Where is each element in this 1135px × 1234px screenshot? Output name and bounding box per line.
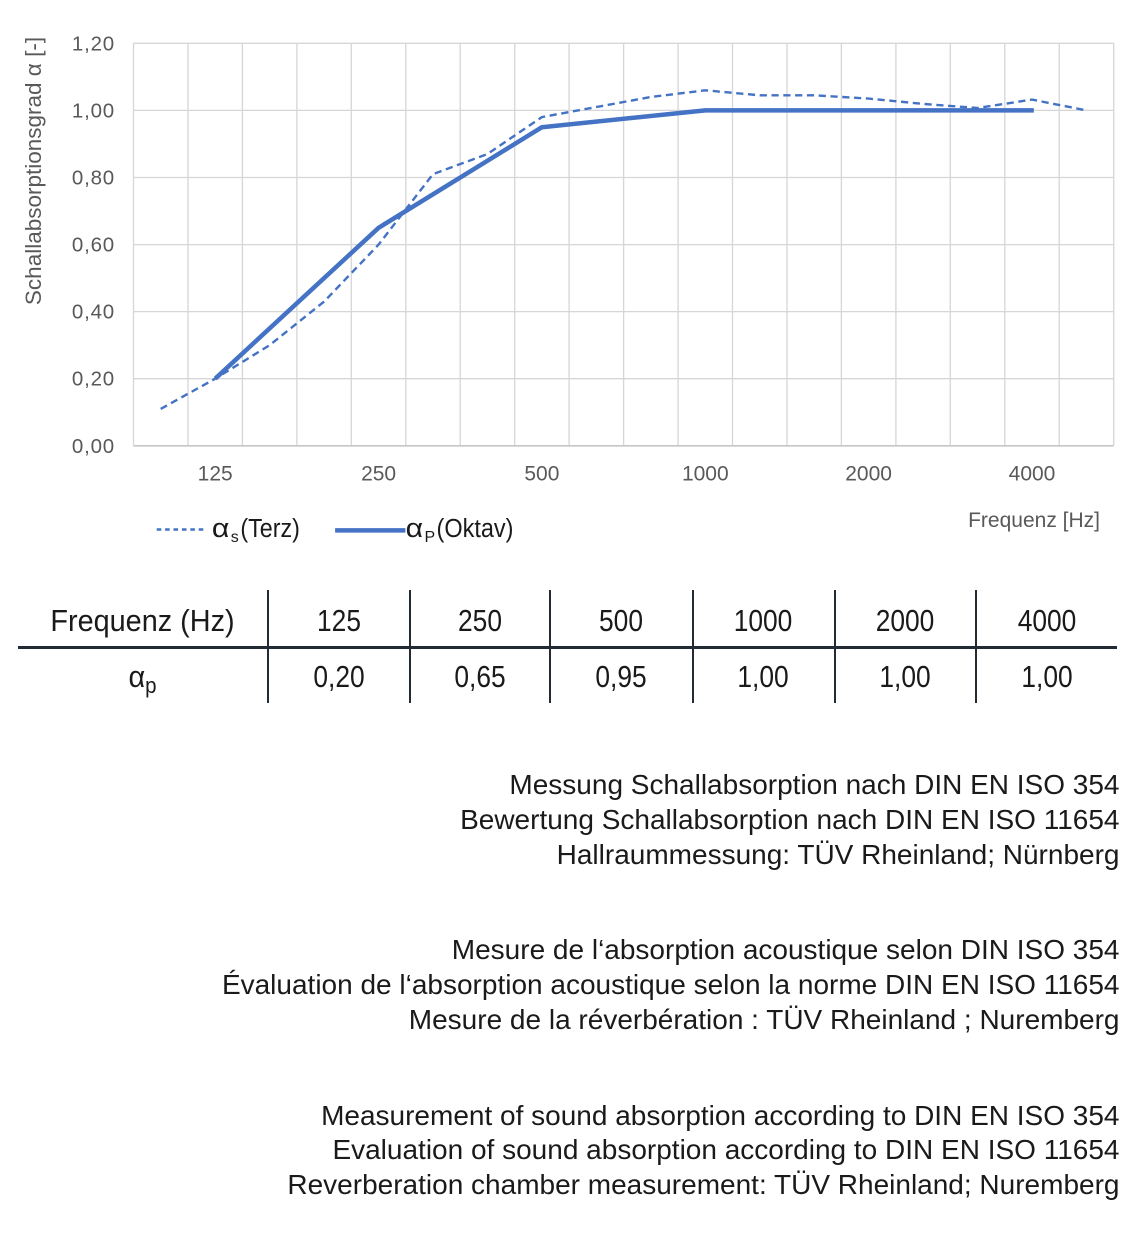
svg-text:(Oktav): (Oktav) bbox=[437, 515, 514, 543]
svg-text:0,00: 0,00 bbox=[72, 435, 115, 458]
svg-text:α: α bbox=[212, 515, 230, 543]
svg-text:2000: 2000 bbox=[845, 463, 892, 486]
svg-text:Frequenz [Hz]: Frequenz [Hz] bbox=[968, 509, 1100, 532]
svg-text:500: 500 bbox=[524, 463, 559, 486]
svg-text:0,20: 0,20 bbox=[72, 368, 115, 391]
svg-text:1,00: 1,00 bbox=[72, 99, 115, 122]
svg-text:1000: 1000 bbox=[682, 463, 729, 486]
svg-text:0,60: 0,60 bbox=[72, 234, 115, 257]
svg-text:P: P bbox=[425, 529, 436, 546]
svg-text:α: α bbox=[406, 515, 424, 543]
svg-text:Schallabsorptionsgrad α [-]: Schallabsorptionsgrad α [-] bbox=[21, 37, 46, 305]
svg-text:4000: 4000 bbox=[1009, 463, 1056, 486]
svg-text:1,20: 1,20 bbox=[72, 32, 115, 55]
svg-text:s: s bbox=[231, 529, 239, 546]
svg-text:0,80: 0,80 bbox=[72, 167, 115, 190]
svg-text:125: 125 bbox=[198, 463, 233, 486]
svg-text:250: 250 bbox=[361, 463, 396, 486]
svg-text:(Terz): (Terz) bbox=[240, 515, 300, 543]
svg-text:0,40: 0,40 bbox=[72, 301, 115, 324]
